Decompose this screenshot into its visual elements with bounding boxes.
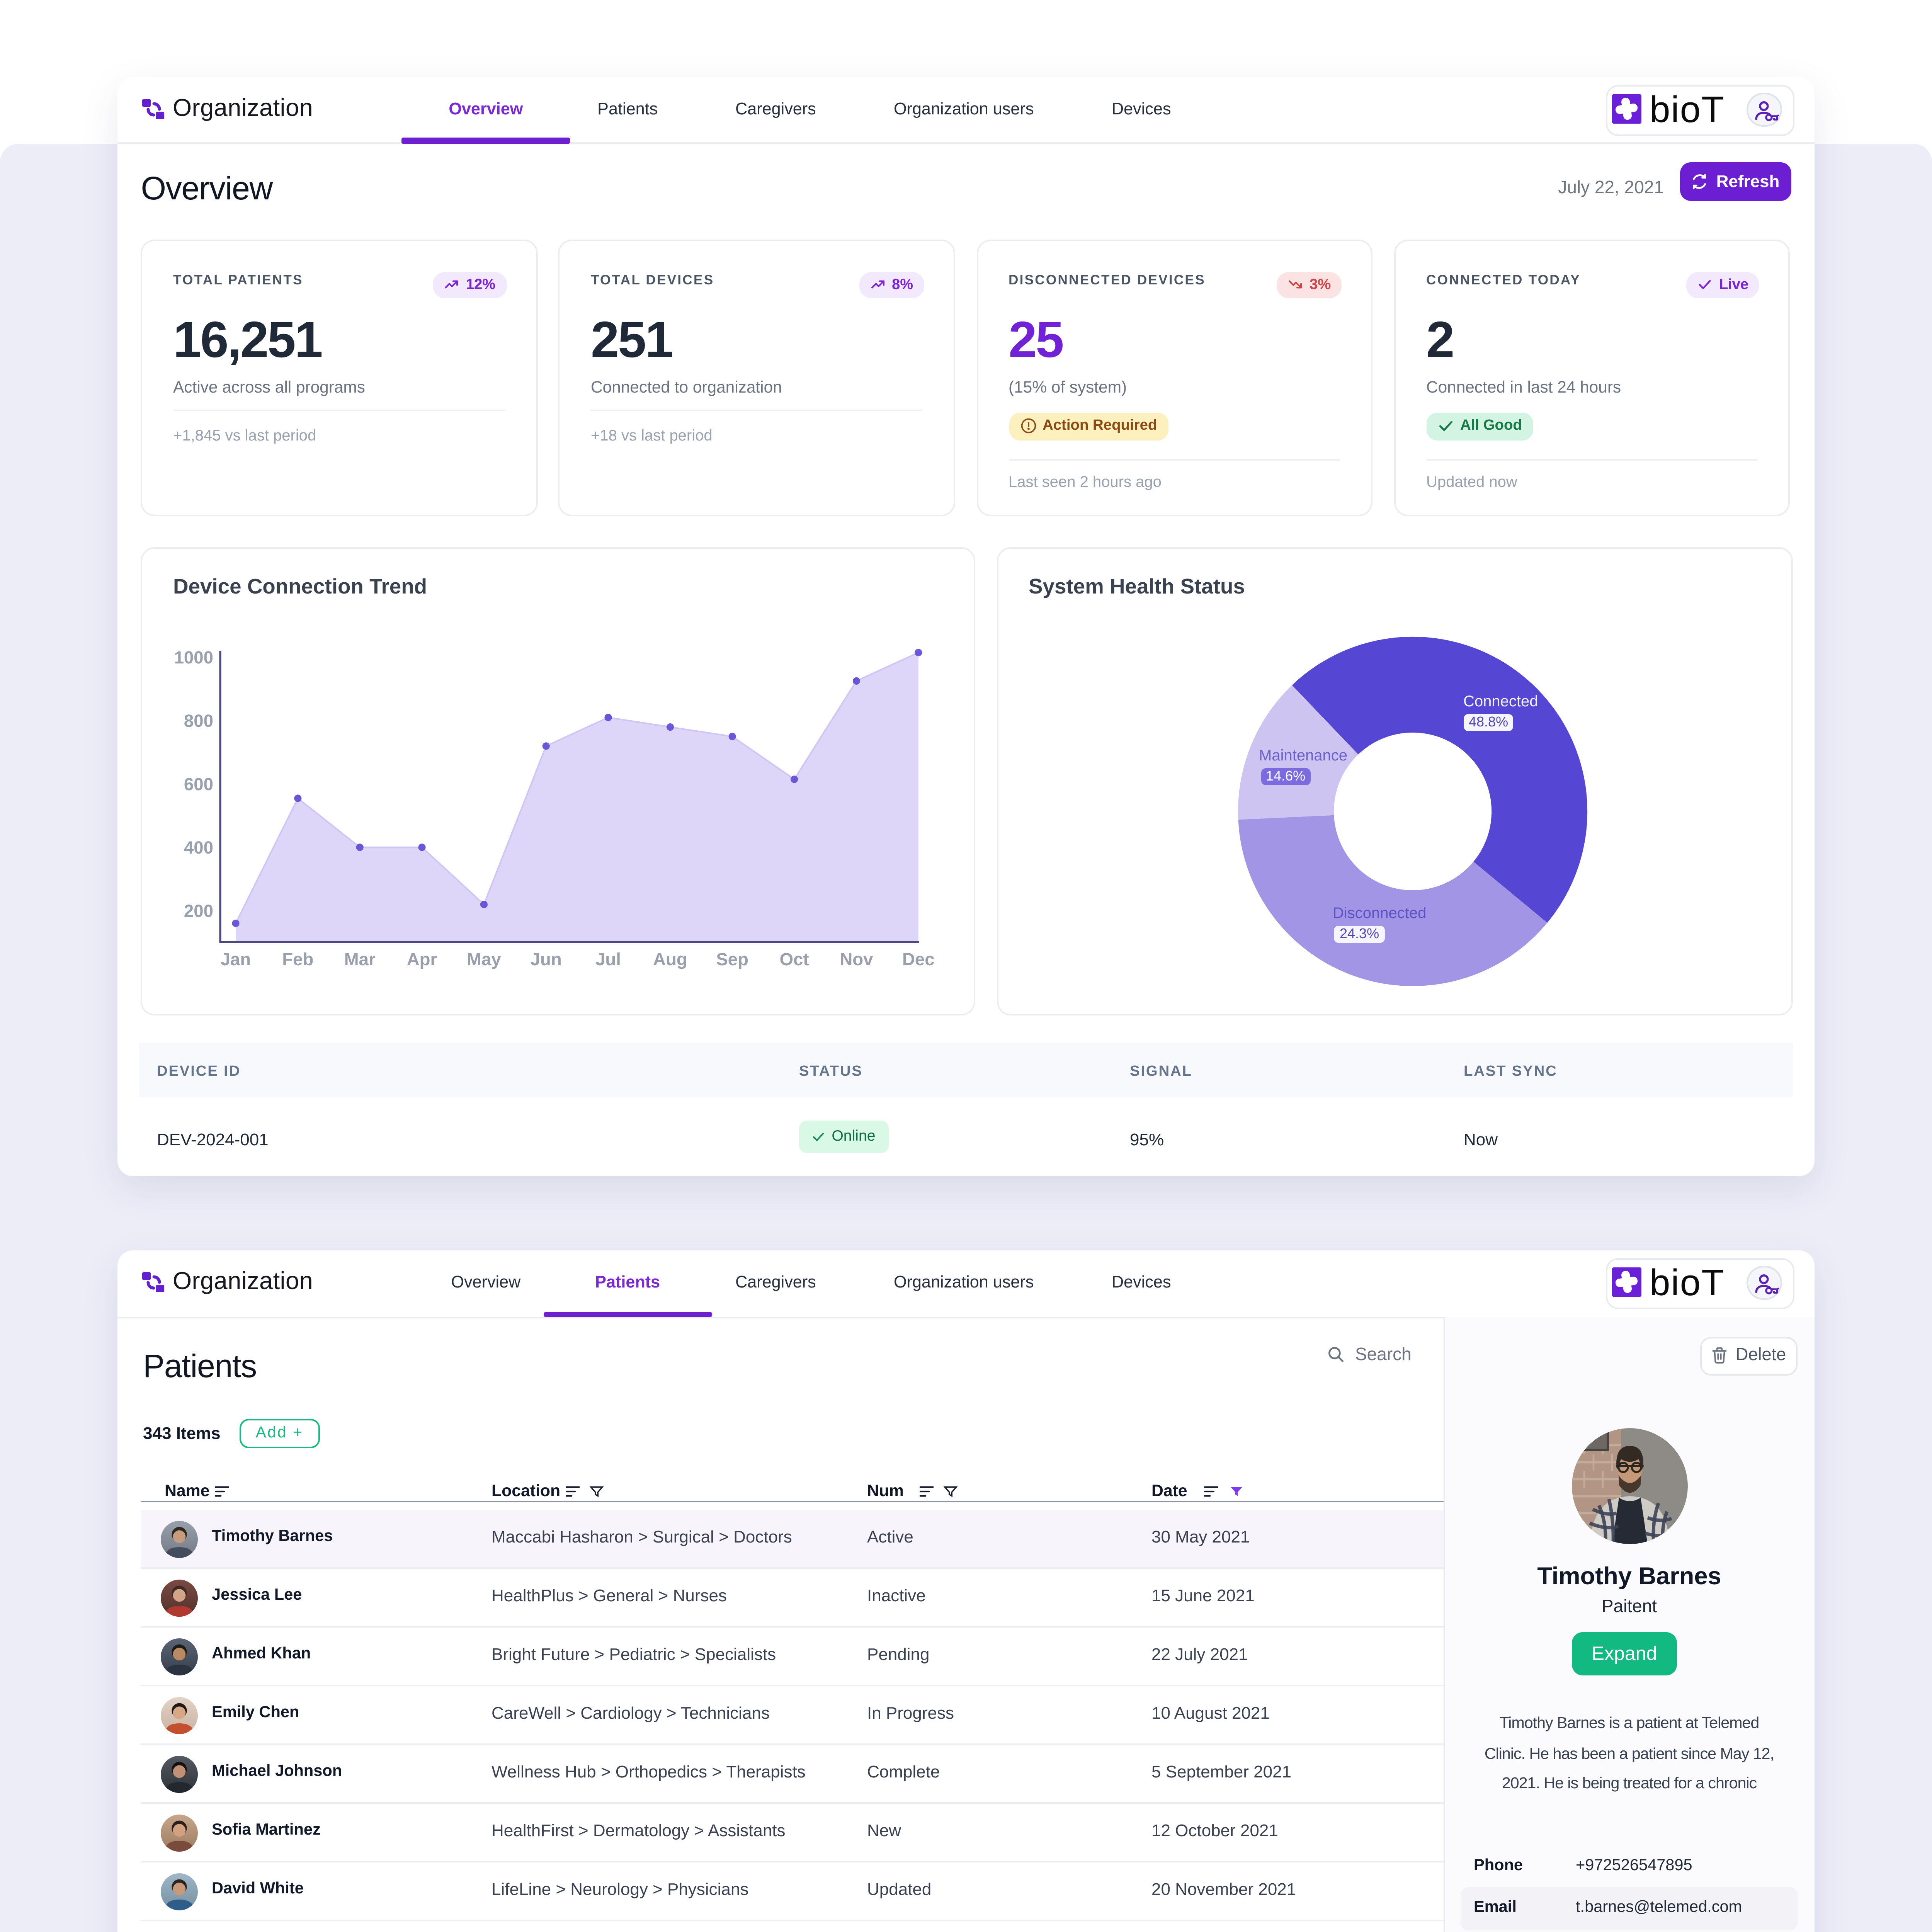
svg-text:Mar: Mar bbox=[345, 950, 376, 969]
svg-text:Dec: Dec bbox=[903, 950, 935, 969]
svg-text:1000: 1000 bbox=[175, 648, 214, 668]
svg-text:Jan: Jan bbox=[221, 950, 252, 969]
svg-text:400: 400 bbox=[184, 838, 214, 858]
svg-text:600: 600 bbox=[184, 775, 214, 794]
svg-text:Apr: Apr bbox=[407, 950, 438, 969]
svg-text:800: 800 bbox=[184, 711, 214, 731]
svg-text:May: May bbox=[467, 950, 502, 969]
svg-text:Oct: Oct bbox=[780, 950, 810, 969]
svg-text:Sep: Sep bbox=[716, 950, 749, 969]
svg-text:Jul: Jul bbox=[596, 950, 621, 969]
svg-text:Aug: Aug bbox=[653, 950, 688, 969]
svg-text:Jun: Jun bbox=[531, 950, 562, 969]
svg-text:Feb: Feb bbox=[282, 950, 314, 969]
svg-text:Nov: Nov bbox=[840, 950, 874, 969]
svg-text:200: 200 bbox=[184, 901, 214, 921]
